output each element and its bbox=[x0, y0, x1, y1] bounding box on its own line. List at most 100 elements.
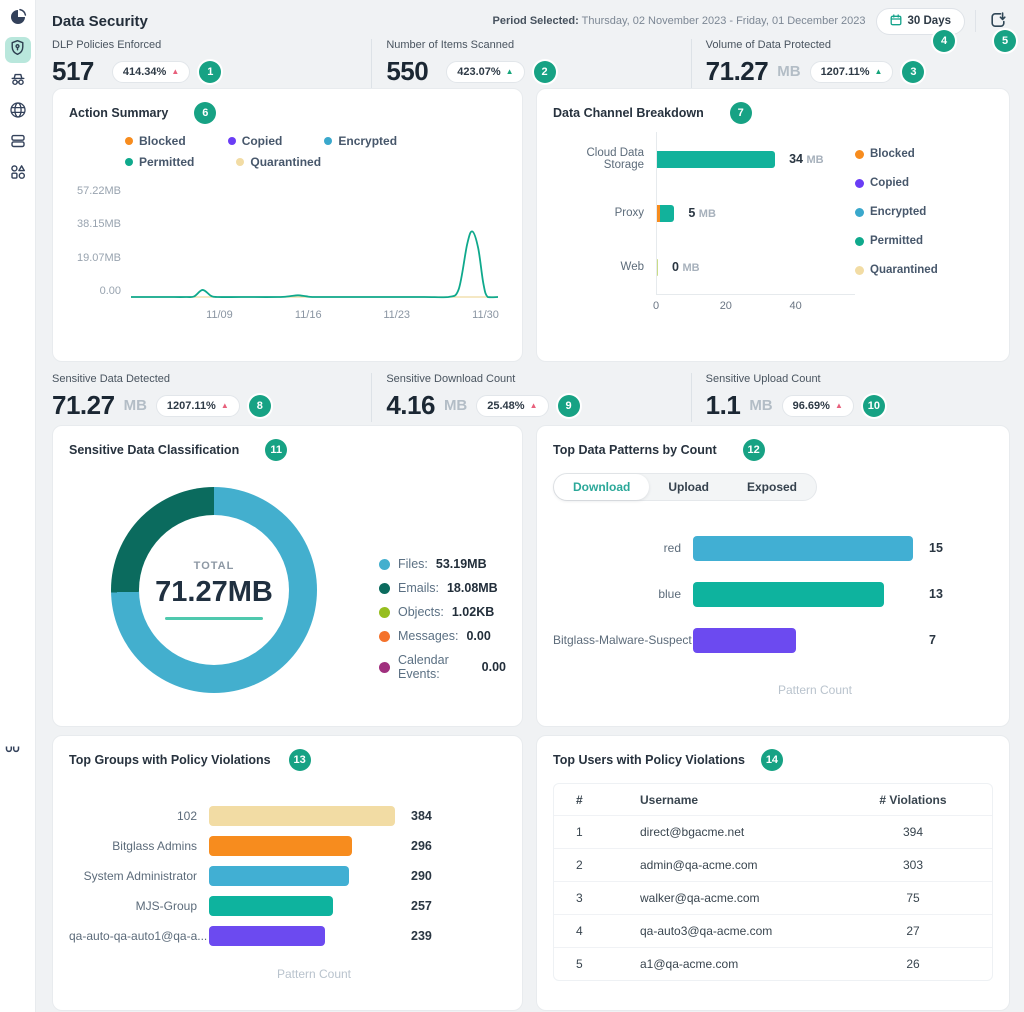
sidebar-item-threat-protection[interactable] bbox=[5, 68, 31, 94]
table-row: 1 direct@bgacme.net 394 bbox=[554, 815, 992, 848]
kpi-delta-pill: 414.34% ▲ bbox=[111, 60, 191, 83]
groups-bar-chart: 102 384 Bitglass Admins 296 System Admin… bbox=[69, 801, 506, 951]
table-row: 5 a1@qa-acme.com 26 bbox=[554, 947, 992, 980]
legend-item-copied[interactable]: Copied bbox=[227, 134, 282, 148]
legend-dot bbox=[125, 158, 133, 166]
sidebar-item-data-security[interactable] bbox=[4, 37, 31, 63]
kpi-label: DLP Policies Enforced bbox=[52, 39, 162, 51]
patterns-tabs: Download Upload Exposed bbox=[553, 473, 818, 501]
bar-red bbox=[693, 535, 913, 561]
legend-item-messages[interactable]: Messages: 0.00 bbox=[379, 629, 506, 643]
kpi-delta-pill: 1207.11% ▲ bbox=[809, 60, 894, 83]
x-axis: 0 20 40 bbox=[653, 294, 855, 312]
legend-dot bbox=[236, 158, 245, 166]
bar-row: red 15 bbox=[553, 525, 993, 571]
table-row: 4 qa-auto3@qa-acme.com 27 bbox=[554, 914, 992, 947]
export-download-button[interactable] bbox=[986, 9, 1010, 33]
kpi-dlp-policies: DLP Policies Enforced 517 414.34% ▲ 1 bbox=[52, 39, 371, 88]
annotation-badge-4: 4 bbox=[933, 30, 955, 52]
y-axis-labels: 57.22MB 38.15MB 19.07MB 0.00 bbox=[76, 185, 121, 297]
bar-row: Bitglass-Malware-Suspect 7 bbox=[553, 617, 993, 663]
top-groups-card: Top Groups with Policy Violations 13 102… bbox=[52, 735, 523, 1011]
legend-item-quarantined[interactable]: Quarantined bbox=[236, 155, 321, 169]
bar-row: 102 384 bbox=[69, 801, 506, 831]
bar-blue bbox=[693, 581, 884, 607]
legend-dot bbox=[855, 207, 864, 217]
kpi-unit: MB bbox=[123, 397, 147, 414]
legend-item-quarantined[interactable]: Quarantined bbox=[855, 264, 993, 276]
annotation-badge-7: 7 bbox=[729, 102, 752, 124]
stacked-list-icon bbox=[9, 132, 27, 155]
trend-up-icon: ▲ bbox=[874, 66, 883, 76]
sidebar-item-dashboard[interactable] bbox=[5, 6, 31, 32]
tab-download[interactable]: Download bbox=[554, 474, 650, 500]
legend-item-copied[interactable]: Copied bbox=[855, 177, 993, 189]
legend-dot bbox=[855, 178, 864, 188]
legend-item-emails[interactable]: Emails: 18.08MB bbox=[379, 581, 506, 595]
legend-item-blocked[interactable]: Blocked bbox=[855, 148, 993, 160]
legend-dot bbox=[379, 558, 390, 570]
annotation-badge-12: 12 bbox=[742, 439, 765, 461]
bar-proxy bbox=[657, 204, 675, 222]
legend-dot bbox=[324, 137, 333, 145]
bar-mjs-group bbox=[209, 896, 334, 916]
legend-item-objects[interactable]: Objects: 1.02KB bbox=[379, 605, 506, 619]
legend-dot bbox=[227, 137, 236, 145]
period-selected: Period Selected: Thursday, 02 November 2… bbox=[493, 15, 866, 27]
legend-dot bbox=[855, 236, 864, 246]
kpi-value: 1.1 bbox=[705, 390, 741, 420]
kpi-unit: MB bbox=[777, 63, 801, 80]
legend-item-files[interactable]: Files: 53.19MB bbox=[379, 557, 506, 571]
legend-dot bbox=[125, 137, 133, 145]
card-title-text: Data Channel Breakdown bbox=[553, 106, 704, 120]
incognito-icon bbox=[9, 70, 27, 93]
legend-item-permitted[interactable]: Permitted bbox=[125, 155, 194, 169]
tab-exposed[interactable]: Exposed bbox=[747, 480, 798, 494]
kpi-row-1: DLP Policies Enforced 517 414.34% ▲ 1 Num… bbox=[52, 34, 1010, 88]
divider bbox=[975, 10, 976, 32]
bar-row: qa-auto-qa-auto1@qa-a... 239 bbox=[69, 921, 506, 951]
action-summary-legend: Blocked Copied Encrypted Permitted Quara… bbox=[125, 134, 506, 169]
table-row: 2 admin@qa-acme.com 303 bbox=[554, 848, 992, 881]
trend-up-icon: ▲ bbox=[834, 400, 843, 410]
action-summary-line-chart bbox=[131, 185, 498, 297]
tab-upload[interactable]: Upload bbox=[668, 480, 709, 494]
kpi-value: 71.27 bbox=[52, 390, 115, 420]
legend-item-permitted[interactable]: Permitted bbox=[855, 235, 993, 247]
globe-icon bbox=[9, 101, 27, 124]
donut-total-label: TOTAL bbox=[193, 560, 235, 572]
data-channel-bar-chart: Cloud Data Storage 34 MB Proxy 5 MB Web bbox=[553, 132, 855, 312]
sidebar-item-logs[interactable] bbox=[5, 130, 31, 156]
legend-dot bbox=[379, 582, 390, 594]
kpi-sensitive-data: Sensitive Data Detected 71.27 MB 1207.11… bbox=[52, 373, 371, 422]
kpi-sensitive-upload: Sensitive Upload Count 1.1 MB 96.69% ▲ 10 bbox=[690, 373, 1010, 422]
kpi-delta-pill: 96.69% ▲ bbox=[781, 394, 854, 417]
kpi-data-protected: Volume of Data Protected 71.27 MB 1207.1… bbox=[690, 39, 1010, 88]
kpi-label: Number of Items Scanned bbox=[386, 39, 515, 51]
bar-qa-auto1 bbox=[209, 926, 325, 946]
annotation-badge-11: 11 bbox=[265, 439, 288, 461]
bar-row: System Administrator 290 bbox=[69, 861, 506, 891]
classification-legend: Files: 53.19MB Emails: 18.08MB Objects: 1.0… bbox=[379, 557, 506, 681]
bar-row: Bitglass Admins 296 bbox=[69, 831, 506, 861]
legend-dot bbox=[855, 149, 864, 159]
sidebar bbox=[0, 0, 36, 1012]
classification-donut-chart: TOTAL 71.27MB bbox=[111, 487, 317, 693]
sidebar-item-web[interactable] bbox=[5, 99, 31, 125]
date-range-button[interactable]: 30 Days bbox=[875, 7, 965, 35]
legend-item-calendar-events[interactable]: Calendar Events: 0.00 bbox=[379, 653, 506, 681]
date-range-label: 30 Days bbox=[907, 15, 951, 27]
legend-item-blocked[interactable]: Blocked bbox=[125, 134, 186, 148]
kpi-label: Sensitive Download Count bbox=[386, 373, 516, 385]
sidebar-item-apps[interactable] bbox=[5, 161, 31, 187]
data-patterns-card: Top Data Patterns by Count 12 Download U… bbox=[536, 425, 1010, 727]
kpi-delta-pill: 1207.11% ▲ bbox=[155, 394, 240, 417]
bar-row: blue 13 bbox=[553, 571, 993, 617]
annotation-badge-9: 9 bbox=[557, 394, 580, 417]
bar-bitglass-admins bbox=[209, 836, 353, 856]
legend-dot bbox=[379, 661, 390, 673]
legend-item-encrypted[interactable]: Encrypted bbox=[855, 206, 993, 218]
legend-item-encrypted[interactable]: Encrypted bbox=[324, 134, 397, 148]
card-title-text: Top Groups with Policy Violations bbox=[69, 753, 271, 767]
kpi-sensitive-download: Sensitive Download Count 4.16 MB 25.48% ▲… bbox=[371, 373, 690, 422]
